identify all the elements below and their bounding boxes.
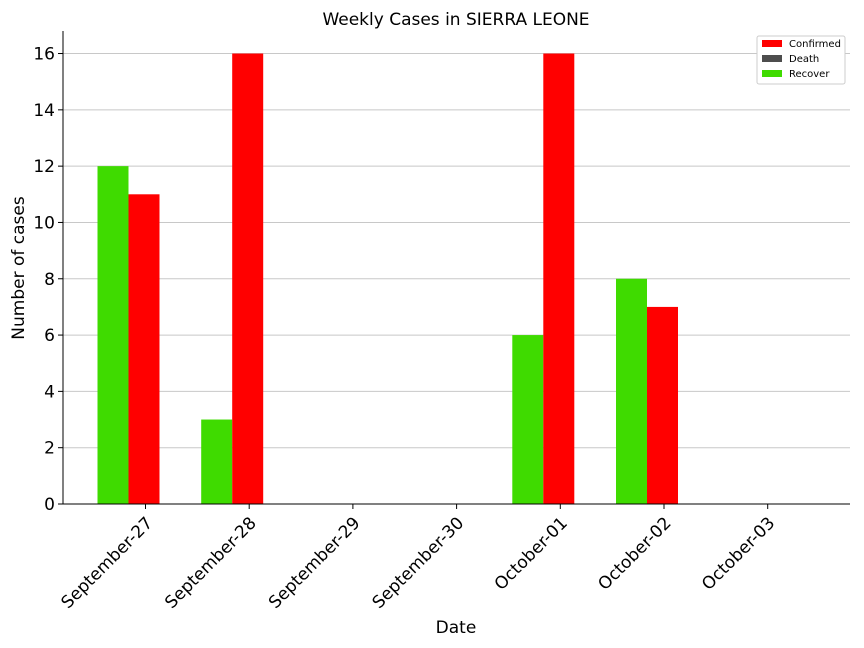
x-tick-label: September-28 (161, 513, 260, 612)
bar-confirmed (647, 306, 678, 504)
y-tick-label: 14 (33, 101, 55, 121)
y-tick-label: 0 (44, 495, 55, 515)
y-axis-label: Number of cases (9, 196, 29, 340)
bar-recover (97, 166, 129, 504)
legend-label: Recover (789, 69, 830, 80)
y-tick-label: 16 (33, 45, 55, 65)
x-tick-label: October-03 (698, 513, 779, 594)
grid-lines (63, 53, 850, 449)
legend-swatch (762, 55, 782, 62)
y-tick-label: 12 (33, 157, 55, 177)
bar-recover (201, 419, 233, 504)
legend-swatch (762, 70, 782, 77)
y-tick-label: 6 (44, 326, 55, 346)
bar-confirmed (543, 53, 575, 505)
x-ticks: September-27 September-28 September-29 Sept… (58, 504, 779, 613)
bar-confirmed (232, 53, 264, 505)
chart-title: Weekly Cases in SIERRA LEONE (322, 10, 589, 30)
legend-label: Death (789, 54, 819, 65)
legend: Confirmed Death Recover (756, 35, 846, 85)
y-tick-label: 8 (44, 270, 55, 290)
legend-label: Confirmed (789, 39, 841, 50)
bar-confirmed (128, 194, 160, 505)
legend-swatch (762, 40, 782, 47)
x-tick-label: September-29 (265, 513, 364, 612)
x-tick-label: October-01 (491, 513, 572, 594)
axes (62, 31, 850, 505)
bar-recover (616, 278, 647, 504)
bars (97, 53, 678, 505)
bar-recover (512, 335, 544, 504)
x-tick-label: September-27 (58, 513, 157, 612)
x-axis-label: Date (436, 618, 477, 638)
y-tick-label: 2 (44, 439, 55, 459)
x-tick-label: September-30 (369, 513, 468, 612)
x-tick-label: October-02 (594, 513, 675, 594)
y-tick-label: 4 (44, 382, 55, 402)
y-ticks: 0 2 4 6 8 10 12 14 16 (33, 45, 63, 515)
y-tick-label: 10 (33, 213, 55, 233)
